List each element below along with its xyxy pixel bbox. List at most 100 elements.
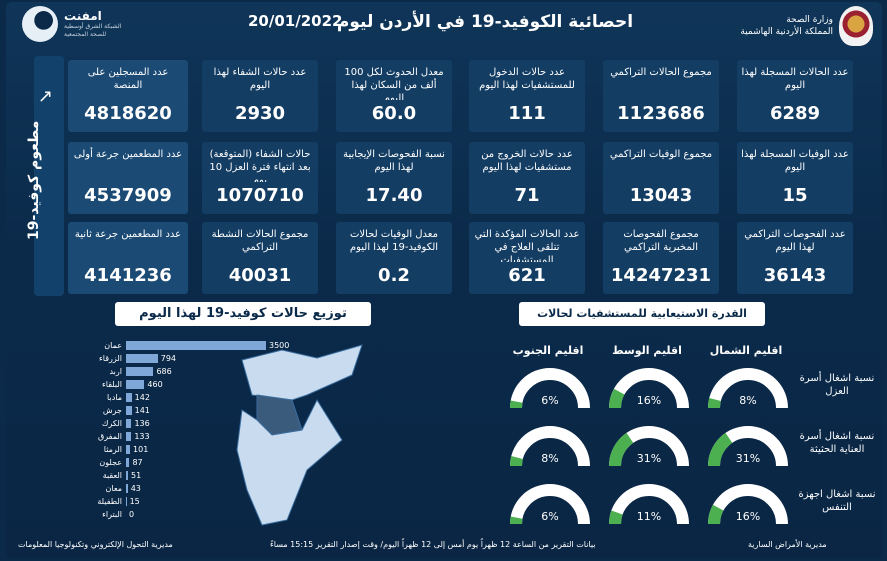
footer-report-window: بيانات التقرير من الساعة 12 ظهراً يوم أم…: [270, 540, 596, 549]
stat-tile: نسبة الفحوصات الإيجابية لهذا اليوم 17.40: [336, 142, 452, 214]
occupancy-gauge: 8%: [708, 368, 788, 409]
tile-value: 17.40: [365, 185, 423, 206]
occupancy-gauge: 31%: [609, 426, 689, 467]
bar: [126, 341, 266, 350]
footer-it-directorate: مديرية التحول الإلكتروني وتكنولوجيا المع…: [18, 540, 173, 549]
bar-label: مادبا: [107, 393, 122, 402]
imfit-logo-block: امفنت الشبكة الشرق أوسطية للصحة المجتمعي…: [22, 6, 134, 42]
bar-row: الطفيلة 15: [82, 496, 140, 507]
gauge-value: 8%: [541, 452, 558, 465]
tile-label: مجموع الحالات النشطة التراكمي: [211, 229, 309, 253]
occupancy-gauge: 16%: [708, 484, 788, 525]
occupancy-gauge: 31%: [708, 426, 788, 467]
bar: [126, 406, 132, 415]
tile-value: 36143: [763, 265, 827, 286]
map-north-region: [241, 344, 363, 401]
tile-label: عدد المطعمين جرعة أولى: [73, 149, 183, 160]
tile-value: 60.0: [371, 103, 417, 124]
bar-value: 142: [134, 393, 150, 402]
bar-label: الكرك: [101, 419, 122, 428]
bar-row: عمان 3500: [82, 340, 289, 351]
bar: [126, 419, 132, 428]
tile-value: 6289: [769, 103, 821, 124]
imfit-logo-icon: [22, 6, 58, 42]
bar-value: 133: [134, 432, 150, 441]
tile-label: عدد حالات الشفاء لهذا اليوم: [213, 67, 307, 91]
bar-label: الطفيلة: [97, 497, 122, 506]
gauge-fill: [708, 432, 733, 467]
moh-emblem-icon: [839, 6, 873, 46]
gauge-value: 6%: [541, 510, 558, 523]
bar: [126, 432, 132, 441]
stat-tile: مجموع الحالات النشطة التراكمي 40031: [202, 222, 318, 294]
stat-tile: عدد حالات الشفاء لهذا اليوم 2930: [202, 60, 318, 132]
gauge-fill: [609, 510, 623, 525]
bar: [126, 445, 131, 454]
tile-label: عدد الحالات المؤكدة التي تتلقى العلاج في…: [474, 229, 580, 262]
occupancy-gauge: 11%: [609, 484, 689, 525]
moh-line1: وزارة الصحة: [786, 15, 833, 25]
gauge-value: 16%: [637, 394, 661, 407]
bar: [126, 393, 132, 402]
vax-dose1-tile: عدد المطعمين جرعة أولى 4537909: [68, 142, 188, 214]
bar-value: 0: [129, 510, 135, 519]
tile-label: حالات الشفاء (المتوقعة) بعد انتهاء فترة …: [209, 149, 311, 182]
gauge-value: 11%: [637, 510, 661, 523]
bar-label: العقبة: [102, 471, 122, 480]
bar-row: معان 43: [82, 483, 141, 494]
bar-label: عجلون: [99, 458, 122, 467]
tile-value: 621: [508, 265, 546, 286]
gauge-fill: [708, 504, 724, 525]
bar-value: 686: [156, 367, 172, 376]
bar: [126, 367, 154, 376]
bar: [126, 458, 130, 467]
imfit-subtitle: الشبكة الشرق أوسطية للصحة المجتمعية: [64, 23, 122, 38]
tile-value: 14247231: [610, 265, 712, 286]
bar-label: معان: [105, 484, 122, 493]
bar-value: 3500: [269, 341, 290, 350]
tile-value: 13043: [629, 185, 693, 206]
stat-tile: عدد الفحوصات التراكمي لهذا اليوم 36143: [737, 222, 853, 294]
bar-row: البلقاء 460: [82, 379, 163, 390]
stat-tile: عدد الحالات المؤكدة التي تتلقى العلاج في…: [469, 222, 585, 294]
vaccine-side-panel: [34, 56, 64, 296]
bar-row: المفرق 133: [82, 431, 150, 442]
moh-logo-block: وزارة الصحة المملكة الأردنية الهاشمية: [740, 6, 873, 46]
tile-label: معدل الوفيات لحالات الكوفيد-19 لهذا اليو…: [349, 229, 439, 253]
stat-tile: معدل الحدوث لكل 100 ألف من السكان لهذا ا…: [336, 60, 452, 132]
gauge-fill: [708, 398, 721, 409]
report-date: 20/01/2022: [248, 12, 343, 30]
bar: [126, 471, 129, 480]
occupancy-gauge: 16%: [609, 368, 689, 409]
bar-label: البلقاء: [102, 380, 122, 389]
report-title: احصائية الكوفيد-19 في الأردن ليوم: [336, 12, 634, 32]
bar-row: اربد 686: [82, 366, 172, 377]
gauge-fill: [609, 388, 625, 409]
bar: [126, 354, 158, 363]
bar-row: الكرك 136: [82, 418, 150, 429]
bar-row: العقبة 51: [82, 470, 141, 481]
stat-tile: عدد الوفيات المسجلة لهذا اليوم 15: [737, 142, 853, 214]
tile-value: 0.2: [378, 265, 410, 286]
gauge-track: [510, 426, 590, 467]
tile-value: 111: [508, 103, 546, 124]
tile-label: عدد الوفيات المسجلة لهذا اليوم: [741, 149, 849, 173]
tile-value: 1070710: [216, 185, 304, 206]
gauge-fill: [509, 516, 523, 525]
tile-value: 71: [514, 185, 540, 206]
tile-label: مجموع الفحوصات المخبرية التراكمي: [623, 229, 699, 253]
occupancy-gauge: 6%: [509, 484, 590, 525]
stat-tile: عدد الحالات المسجلة لهذا اليوم 6289: [737, 60, 853, 132]
tile-label: مجموع الحالات التراكمي: [610, 67, 712, 78]
stat-tile: مجموع الفحوصات المخبرية التراكمي 14247231: [603, 222, 719, 294]
jordan-map: [236, 344, 363, 526]
occupancy-gauge: 6%: [509, 368, 590, 409]
row-label-icu: نسبة اشغال أسرة العناية الحثيثة: [799, 431, 875, 455]
bar-row: الزرقاء 794: [82, 353, 176, 364]
occupancy-gauge: 8%: [510, 426, 590, 467]
gauge-track: [510, 484, 590, 525]
bar-row: عجلون 87: [82, 457, 143, 468]
stat-tile: عدد حالات الدخول للمستشفيات لهذا اليوم 11…: [469, 60, 585, 132]
bar-value: 15: [129, 497, 140, 506]
gauge-value: 31%: [637, 452, 661, 465]
